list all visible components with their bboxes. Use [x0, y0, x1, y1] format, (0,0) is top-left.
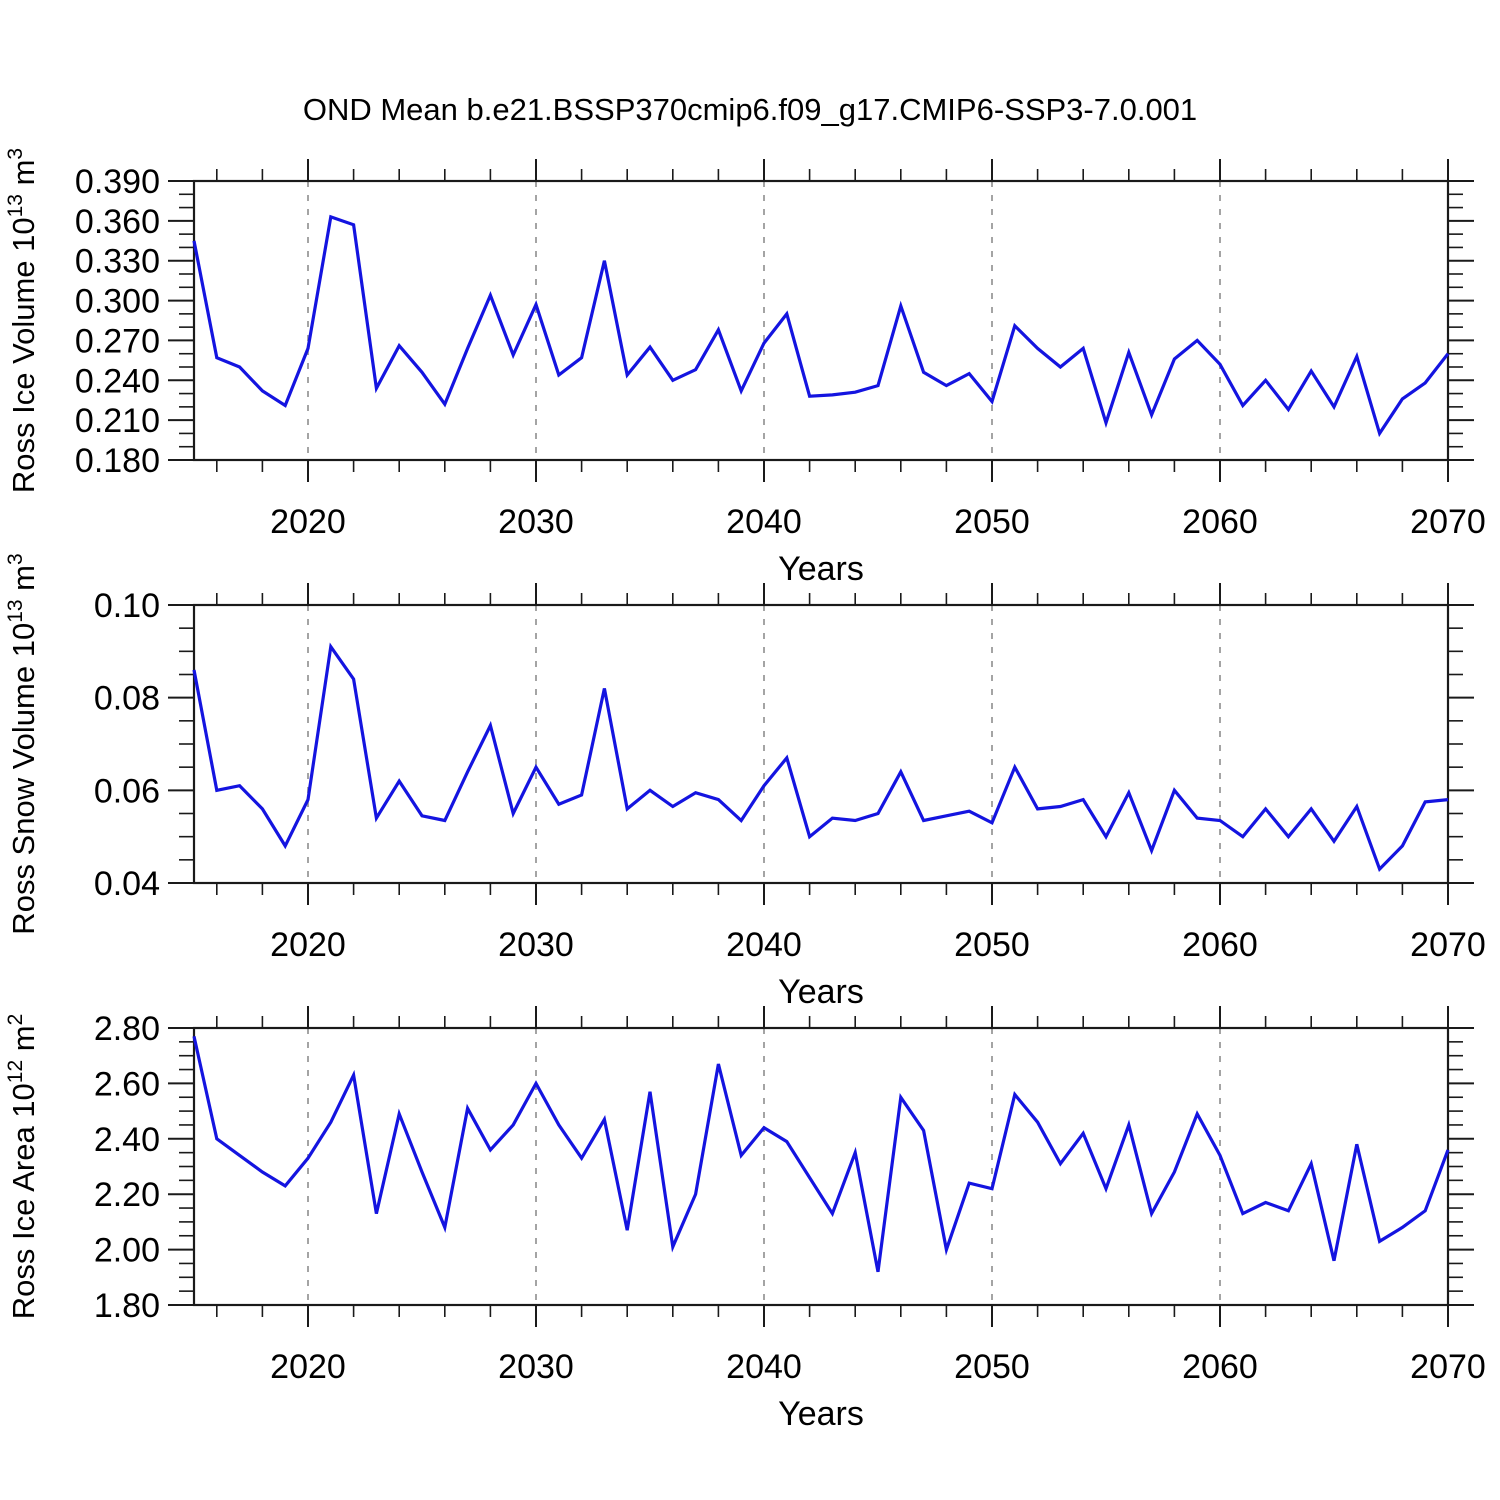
gridlines — [307, 605, 1221, 883]
tick-label: 0.300 — [75, 283, 160, 321]
tick-label: 2040 — [726, 926, 802, 964]
tick-label: 2070 — [1410, 926, 1486, 964]
y-axis-title: Ross Ice Volume 1013 m3 — [4, 148, 41, 493]
tick-label: 2030 — [498, 926, 574, 964]
panel-ross-snow-volume: 2020 2030 2040 2050 2060 2070 0.04 0.06 0.08 0.10… — [4, 553, 1486, 1011]
tick-label: 2060 — [1182, 926, 1258, 964]
tick-label: 2020 — [270, 503, 346, 541]
tick-label: 0.390 — [75, 163, 160, 201]
tick-label: 2040 — [726, 1348, 802, 1386]
tick-label: 2060 — [1182, 503, 1258, 541]
panel-ross-ice-area: 2020 2030 2040 2050 2060 2070 1.80 2.00 2.20 2.40… — [4, 1006, 1486, 1433]
tick-label: 0.08 — [94, 680, 160, 718]
gridlines — [307, 181, 1221, 460]
tick-label: 2030 — [498, 1348, 574, 1386]
tick-label: 2.40 — [94, 1121, 160, 1159]
tick-label: 2050 — [954, 503, 1030, 541]
tick-label: 2050 — [954, 1348, 1030, 1386]
y-axis-title: Ross Ice Area 1012 m2 — [4, 1014, 41, 1320]
tick-label: 2070 — [1410, 1348, 1486, 1386]
panel-ross-ice-volume: 2020 2030 2040 2050 2060 20700.1800.2100.2400… — [4, 148, 1486, 588]
tick-label: 2.00 — [94, 1232, 160, 1270]
tick-label: 0.10 — [94, 587, 160, 625]
tick-label: 0.180 — [75, 442, 160, 480]
tick-label: 0.330 — [75, 243, 160, 281]
tick-label: 0.360 — [75, 203, 160, 241]
tick-label: 2050 — [954, 926, 1030, 964]
x-axis-title: Years — [778, 1395, 864, 1433]
tick-label: 2040 — [726, 503, 802, 541]
gridlines — [307, 1028, 1221, 1305]
x-axis-title: Years — [778, 550, 864, 588]
chart-title: OND Mean b.e21.BSSP370cmip6.f09_g17.CMIP… — [302, 92, 1198, 127]
tick-label: 0.270 — [75, 322, 160, 360]
tick-label: 2020 — [270, 1348, 346, 1386]
tick-label: 2.20 — [94, 1176, 160, 1214]
plot-frame — [192, 1026, 1450, 1307]
tick-label: 0.240 — [75, 362, 160, 400]
tick-label: 0.210 — [75, 402, 160, 440]
plot-frame — [192, 179, 1450, 462]
tick-label: 2070 — [1410, 503, 1486, 541]
tick-label: 0.04 — [94, 865, 160, 903]
y-axis-title: Ross Snow Volume 1013 m3 — [4, 553, 41, 934]
plot-frame — [192, 603, 1450, 885]
ticks — [168, 583, 1474, 905]
tick-label: 2.80 — [94, 1010, 160, 1048]
tick-label: 2060 — [1182, 1348, 1258, 1386]
tick-label: 2.60 — [94, 1065, 160, 1103]
tick-label: 2030 — [498, 503, 574, 541]
ticks — [168, 159, 1474, 482]
tick-label: 2020 — [270, 926, 346, 964]
ticks — [168, 1006, 1474, 1327]
series-line-ross-ice-volume — [192, 214, 1450, 438]
tick-label: 1.80 — [94, 1287, 160, 1325]
tick-label: 0.06 — [94, 772, 160, 810]
x-axis-title: Years — [778, 973, 864, 1011]
series-line-ross-snow-volume — [192, 642, 1449, 873]
series-line-ross-ice-area — [192, 1035, 1450, 1273]
